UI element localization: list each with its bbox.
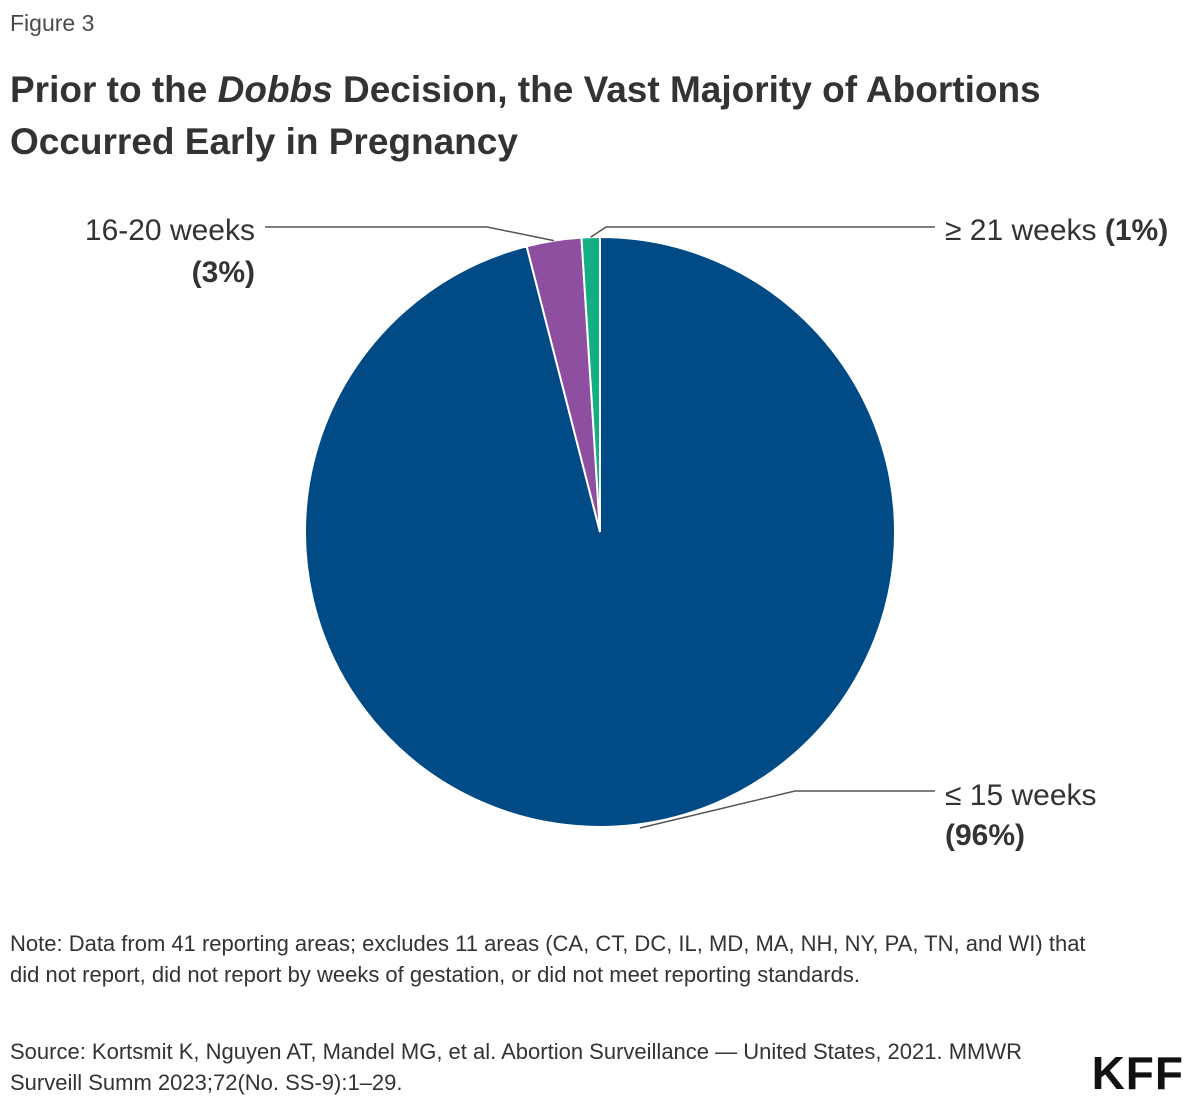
slice-label-1: 16-20 weeks	[85, 214, 255, 247]
title-italic-dobbs: Dobbs	[217, 69, 333, 110]
leader-line-2	[590, 226, 935, 238]
kff-logo: KFF	[1091, 1047, 1184, 1099]
chart-source: Source: Kortsmit K, Nguyen AT, Mandel MG…	[10, 1039, 1023, 1095]
title-part-2: Decision, the Vast Majority of Abortions…	[10, 69, 1041, 162]
slice-label-2: ≥ 21 weeks (1%)	[945, 214, 1168, 247]
figure-label: Figure 3	[10, 10, 95, 36]
slice-value-1: (3%)	[192, 256, 255, 289]
slice-label-0: ≤ 15 weeks	[945, 779, 1097, 812]
slice-value-0: (96%)	[945, 819, 1025, 852]
slice-value-2: (1%)	[1105, 214, 1168, 247]
chart-title: Prior to the Dobbs Decision, the Vast Ma…	[10, 64, 1170, 168]
chart-note: Note: Data from 41 reporting areas; excl…	[10, 931, 1086, 987]
leader-line-1	[265, 226, 555, 242]
leader-line-0	[639, 790, 935, 829]
title-part-1: Prior to the	[10, 69, 218, 110]
